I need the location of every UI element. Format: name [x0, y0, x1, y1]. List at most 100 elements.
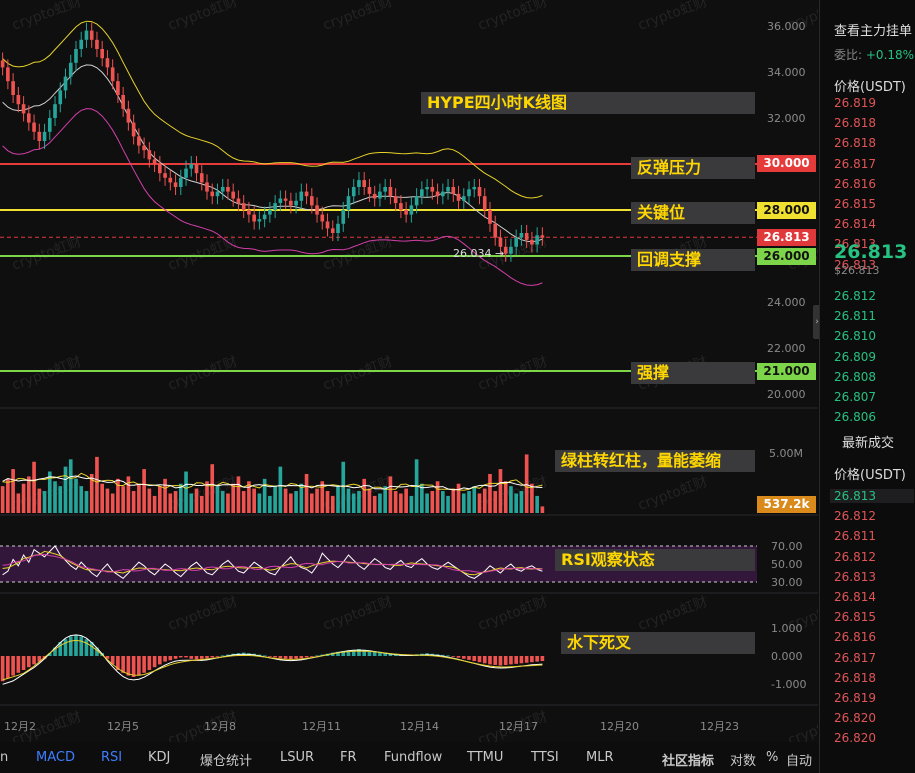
volume-bar	[456, 483, 461, 513]
candle-body	[367, 187, 372, 194]
candle-body	[383, 187, 387, 192]
bids-price[interactable]: 26.807	[834, 390, 876, 404]
volume-bar	[194, 488, 199, 513]
macd-bar	[84, 639, 89, 656]
candle-body	[47, 118, 52, 132]
asks-price[interactable]: 26.817	[834, 156, 876, 171]
tab-7[interactable]: Fundflow	[384, 750, 443, 765]
key-level-annotation: 关键位	[631, 202, 755, 224]
volume-bar	[42, 491, 47, 513]
trades-price[interactable]: 26.814	[834, 590, 876, 604]
macd-bar	[509, 656, 513, 665]
trades-price[interactable]: 26.815	[834, 610, 876, 625]
asks-price[interactable]: 26.815	[834, 197, 876, 211]
asks-price[interactable]: 26.814	[834, 217, 876, 232]
tab-14[interactable]: 自动	[786, 754, 813, 769]
asks-price[interactable]: 26.818	[834, 116, 876, 131]
panel-collapse-handle[interactable]: ›	[813, 305, 821, 339]
candle-body	[440, 191, 445, 197]
trades-price[interactable]: 26.820	[834, 711, 876, 726]
macd-bar	[189, 656, 194, 659]
candle-body	[105, 58, 110, 68]
macd-bar	[289, 656, 293, 660]
macd-bar	[273, 656, 277, 658]
volume-bar	[68, 459, 73, 513]
bids-price[interactable]: 26.811	[834, 309, 876, 324]
tab-11[interactable]: 社区指标	[662, 754, 715, 769]
trades-price[interactable]: 26.819	[834, 691, 876, 705]
candle-body	[289, 200, 293, 206]
macd-y-tick: -1.000	[771, 678, 806, 691]
tab-4[interactable]: 爆仓统计	[200, 754, 253, 769]
tab-1[interactable]: MACD	[36, 750, 75, 765]
macd-bar	[220, 655, 225, 657]
x-tick-label: 12月14	[400, 720, 439, 733]
candle-body	[493, 223, 498, 238]
candle-body	[461, 196, 466, 201]
asks-price[interactable]: 26.818	[834, 136, 876, 151]
candle-body	[393, 196, 398, 204]
trades-price[interactable]: 26.812	[834, 549, 876, 564]
macd-bar	[152, 656, 157, 668]
trades-price[interactable]: 26.813	[834, 569, 876, 584]
macd-bar	[461, 656, 466, 659]
tab-13[interactable]: %	[766, 750, 779, 765]
volume-bar	[142, 469, 146, 513]
x-tick-label: 12月11	[302, 720, 341, 733]
watermark: crypto虹财	[166, 594, 240, 634]
trades-price[interactable]: 26.820	[834, 731, 876, 746]
tab-10[interactable]: MLR	[586, 750, 614, 765]
macd-bar	[299, 656, 304, 659]
tab-0[interactable]: n	[0, 750, 9, 765]
candle-body	[409, 205, 414, 215]
asks-price[interactable]: 26.813	[834, 257, 876, 272]
trades-header[interactable]: 最新成交	[842, 436, 895, 451]
volume-bar	[84, 491, 89, 513]
bids-price[interactable]: 26.809	[834, 349, 876, 364]
bids-price[interactable]: 26.806	[834, 410, 876, 425]
support-price-tag: 26.000	[757, 248, 816, 265]
asks-price[interactable]: 26.816	[834, 176, 876, 191]
tab-12[interactable]: 对数	[730, 754, 757, 769]
macd-bar	[367, 650, 372, 656]
macd-bar	[294, 656, 298, 659]
volume-bar	[63, 466, 68, 513]
bids-price[interactable]: 26.810	[834, 329, 876, 344]
candle-body	[498, 237, 503, 247]
asks-price[interactable]: 26.819	[834, 96, 876, 110]
x-tick-label: 12月23	[700, 720, 739, 733]
macd-bar	[278, 656, 283, 659]
trades-price[interactable]: 26.816	[834, 630, 876, 645]
macd-bar	[58, 642, 63, 656]
trades-price[interactable]: 26.817	[834, 650, 876, 665]
kline-chart[interactable]: crypto虹财 crypto虹财 crypto虹财 crypto虹财 crypto虹财…	[0, 0, 818, 742]
tab-2[interactable]: RSI	[101, 750, 123, 765]
bids-price[interactable]: 26.808	[834, 369, 876, 384]
macd-bar	[357, 649, 361, 656]
tab-3[interactable]: KDJ	[148, 750, 171, 765]
macd-bar	[524, 656, 529, 663]
bids-price[interactable]: 26.812	[834, 289, 876, 303]
asks-price[interactable]: 26.813	[834, 237, 876, 252]
candle-body	[451, 187, 456, 194]
candle-body	[524, 233, 529, 240]
macd-bar	[205, 656, 209, 659]
trades-price[interactable]: 26.811	[834, 529, 876, 544]
volume-bar	[514, 493, 518, 513]
trades-price[interactable]: 26.818	[834, 670, 876, 685]
macd-bar	[493, 656, 498, 665]
macd-bar	[32, 656, 36, 665]
volume-bar	[493, 491, 498, 513]
tab-9[interactable]: TTSI	[531, 750, 559, 765]
macd-bar	[503, 656, 508, 665]
chart-area[interactable]: crypto虹财 crypto虹财 crypto虹财 crypto虹财 crypto虹财…	[0, 0, 821, 773]
trades-price[interactable]: 26.812	[834, 509, 876, 524]
trades-price[interactable]: 26.813	[830, 489, 914, 503]
tab-8[interactable]: TTMU	[467, 750, 504, 765]
tab-6[interactable]: FR	[340, 750, 357, 765]
volume-y-tick: 5.00M	[769, 447, 803, 460]
tab-5[interactable]: LSUR	[280, 750, 315, 765]
orderbook-header[interactable]: 查看主力挂单	[834, 24, 913, 39]
volume-bar	[535, 495, 539, 513]
volume-bar	[126, 476, 131, 513]
